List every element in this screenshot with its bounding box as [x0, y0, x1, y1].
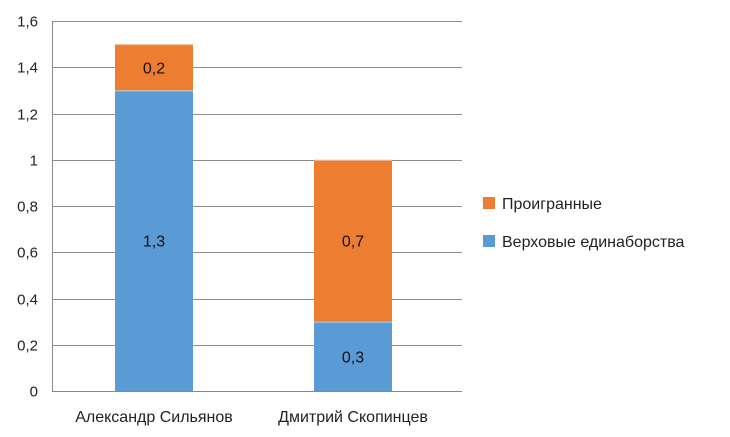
- data-labels: 1,3 0,2 0,3 0,7: [143, 60, 364, 366]
- y-tick-label: 0,4: [17, 292, 38, 309]
- legend-label: Проигранные: [502, 196, 602, 213]
- bar-segment: [314, 321, 392, 391]
- y-tick-label: 1,4: [17, 60, 38, 77]
- y-axis-tick-labels: 0 0,2 0,4 0,6 0,8 1 1,2 1,4 1,6: [17, 14, 38, 401]
- bar-segment: [314, 159, 392, 322]
- data-label: 0,3: [342, 349, 364, 366]
- y-tick-label: 0,8: [17, 199, 38, 216]
- y-tick-label: 0,2: [17, 338, 38, 355]
- bars: [115, 44, 392, 391]
- gridlines: [52, 21, 462, 346]
- legend-swatch: [483, 235, 495, 247]
- bar-segment: [115, 90, 193, 391]
- y-tick-label: 1,6: [17, 14, 38, 31]
- legend: Проигранные Верховые единаборства: [483, 196, 685, 251]
- bar-segment: [115, 44, 193, 91]
- data-label: 1,3: [143, 234, 165, 251]
- x-axis-category-labels: Александр Сильянов Дмитрий Скопинцев: [75, 409, 428, 426]
- legend-swatch: [483, 197, 495, 209]
- y-tick-label: 0: [30, 384, 38, 401]
- data-label: 0,7: [342, 234, 364, 251]
- legend-label: Верховые единаборства: [502, 234, 685, 251]
- y-tick-label: 1: [30, 153, 38, 170]
- data-label: 0,2: [143, 60, 165, 77]
- y-tick-label: 1,2: [17, 107, 38, 124]
- y-tick-label: 0,6: [17, 245, 38, 262]
- x-category-label: Дмитрий Скопинцев: [278, 409, 428, 426]
- x-category-label: Александр Сильянов: [75, 409, 233, 426]
